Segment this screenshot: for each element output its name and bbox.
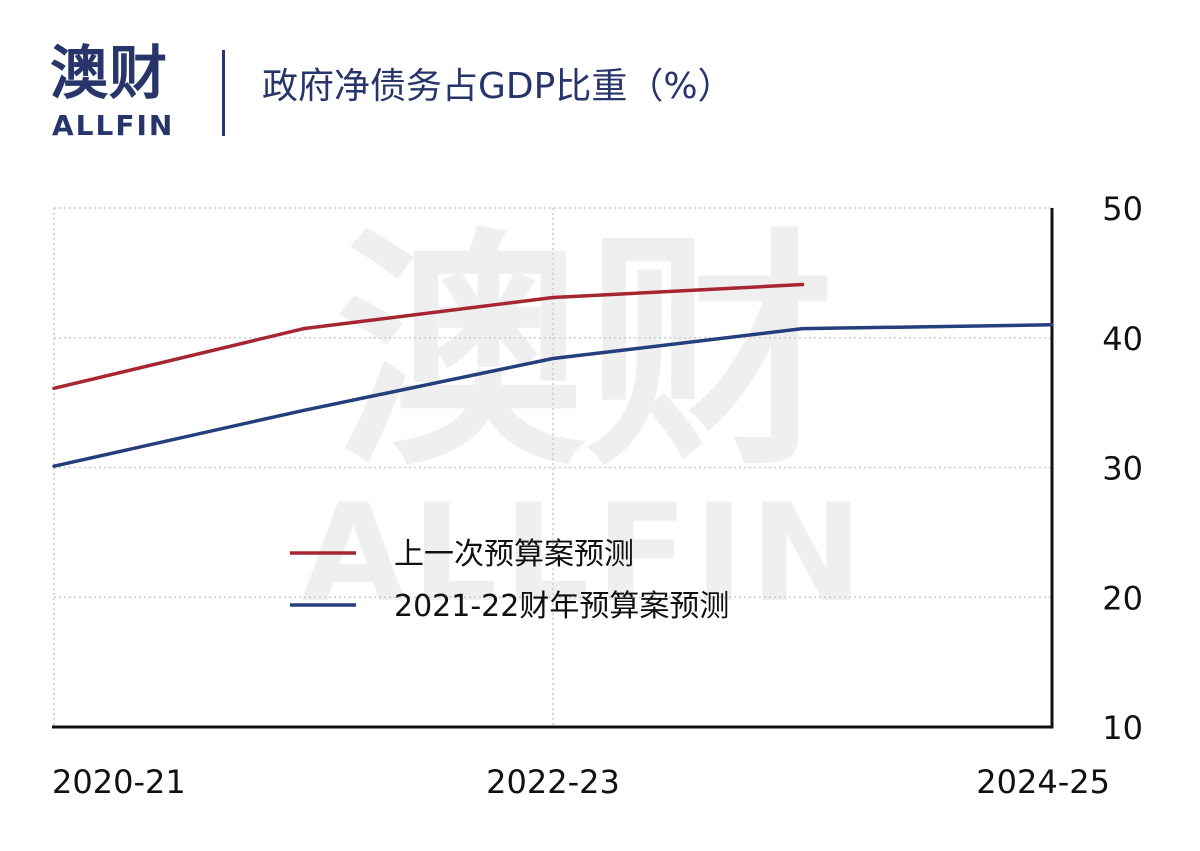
x-tick-label: 2024-25 [976, 763, 1110, 801]
watermark-en: ALLFIN [301, 475, 869, 632]
axes: 10 20 30 40 50 2020-21 2022-23 2024-25 [52, 190, 1143, 801]
chart-title: 政府净债务占GDP比重（%） [262, 66, 734, 107]
watermark: 澳财 ALLFIN [301, 208, 869, 632]
y-tick-label: 10 [1102, 709, 1143, 747]
y-tick-label: 40 [1102, 320, 1143, 358]
x-tick-label: 2020-21 [52, 763, 186, 801]
logo-en-text: ALLFIN [52, 109, 175, 142]
data-point [1050, 323, 1054, 326]
logo-cn-text: 澳财 [50, 39, 169, 107]
data-point [52, 387, 56, 390]
gridlines [53, 207, 1052, 727]
x-tick-label: 2022-23 [486, 763, 620, 801]
y-tick-label: 50 [1102, 190, 1143, 228]
legend: 上一次预算案预测 2021-22财年预算案预测 [290, 537, 729, 624]
data-point [801, 327, 804, 330]
data-point [52, 465, 56, 468]
data-point [801, 283, 804, 286]
y-tick-label: 20 [1102, 579, 1143, 617]
y-tick-label: 30 [1102, 450, 1143, 488]
data-point [551, 296, 555, 299]
header-divider [222, 50, 225, 136]
series-lines [52, 282, 1054, 468]
data-point [302, 327, 305, 330]
allfin-logo: 澳财 ALLFIN [50, 40, 190, 145]
legend-label-1: 上一次预算案预测 [394, 537, 634, 572]
series-line-1 [52, 282, 805, 391]
legend-label-2: 2021-22财年预算案预测 [394, 589, 729, 624]
data-point [302, 409, 305, 412]
data-point [551, 357, 555, 360]
